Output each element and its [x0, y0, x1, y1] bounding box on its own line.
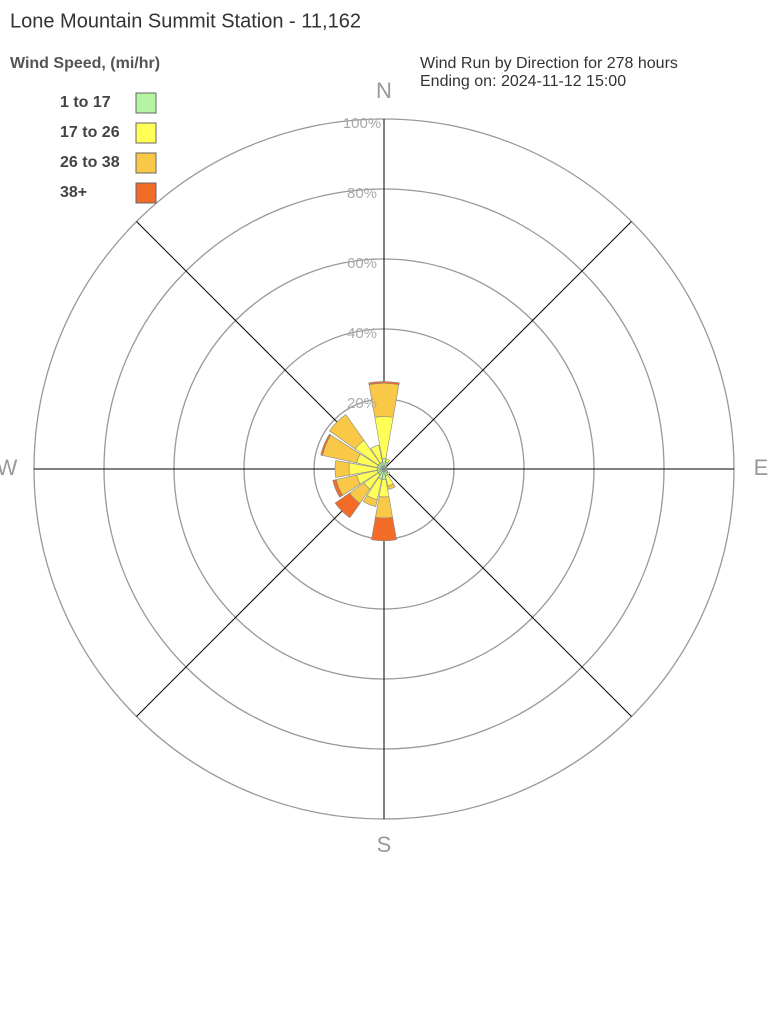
spoke	[384, 469, 631, 716]
legend-label: 1 to 17	[60, 94, 111, 111]
subtitle: Ending on: 2024-11-12 15:00	[420, 73, 626, 90]
ring-label: 20%	[347, 395, 377, 412]
chart-title: Lone Mountain Summit Station - 11,162	[10, 10, 361, 32]
legend-swatch	[136, 123, 156, 143]
legend-swatch	[136, 93, 156, 113]
wedge	[371, 517, 396, 541]
subtitle: Wind Run by Direction for 278 hours	[420, 55, 678, 72]
ring-label: 100%	[343, 115, 381, 132]
compass-label: N	[376, 78, 392, 103]
wedge	[386, 459, 390, 463]
ring-label: 60%	[347, 255, 377, 272]
legend-label: 26 to 38	[60, 154, 120, 171]
ring-label: 80%	[347, 185, 377, 202]
legend-label: 17 to 26	[60, 124, 120, 141]
ring-label: 40%	[347, 325, 377, 342]
wedge	[335, 460, 350, 477]
legend-title: Wind Speed, (mi/hr)	[10, 55, 160, 72]
wedge	[375, 497, 392, 518]
compass-label: S	[377, 832, 392, 857]
spoke	[384, 222, 631, 469]
compass-label: E	[754, 455, 768, 480]
compass-label: W	[0, 455, 18, 480]
legend-swatch	[136, 153, 156, 173]
legend-label: 38+	[60, 184, 87, 201]
legend-swatch	[136, 183, 156, 203]
